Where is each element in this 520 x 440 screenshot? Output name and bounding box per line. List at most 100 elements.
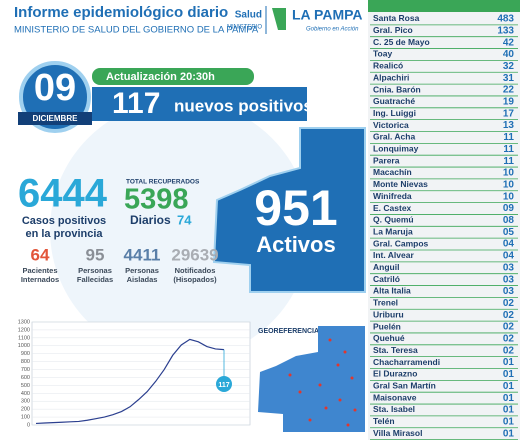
y-tick-label: 500 — [21, 383, 30, 389]
stat-label: Internados — [21, 275, 59, 284]
locality-name: Anguil — [373, 262, 399, 272]
total-number: 6444 — [18, 172, 108, 216]
date-month: DICIEMBRE — [33, 114, 79, 123]
active-number: 951 — [254, 180, 337, 236]
locality-cases: 08 — [503, 215, 515, 226]
stat-label: Notificados — [175, 266, 216, 275]
locality-name: Lonquimay — [373, 144, 419, 154]
georef-map — [258, 326, 365, 432]
locality-cases: 09 — [503, 203, 515, 214]
marker-label: 117 — [218, 382, 229, 389]
locality-cases: 03 — [503, 262, 515, 273]
recovered-title: TOTAL RECUPERADOS — [126, 179, 200, 186]
locality-cases: 11 — [503, 156, 514, 167]
locality-name: Gral. Acha — [373, 132, 415, 142]
locality-cases: 02 — [503, 322, 515, 333]
locality-name: Gral. Campos — [373, 238, 429, 248]
table-header-band — [368, 0, 520, 12]
stat-label: Personas — [125, 266, 159, 275]
locality-name: Q. Quemú — [373, 215, 414, 225]
locality-name: La Maruja — [373, 226, 413, 236]
locality-name: Uriburu — [373, 309, 404, 319]
y-tick-label: 0 — [27, 422, 30, 428]
y-tick-label: 900 — [21, 351, 30, 357]
stats: 64PacientesInternados95PersonasFallecida… — [21, 245, 219, 284]
chart-frame — [31, 321, 251, 426]
locality-cases: 01 — [503, 416, 515, 427]
locality-name: Gral San Martín — [373, 381, 436, 391]
locality-name: El Durazno — [373, 369, 417, 379]
table-background — [368, 0, 520, 440]
locality-cases: 19 — [503, 97, 515, 108]
locality-cases: 04 — [503, 251, 515, 262]
total-label: Casos positivos — [22, 215, 106, 227]
y-tick-label: 1100 — [18, 335, 30, 341]
locality-cases: 11 — [503, 132, 514, 143]
locality-cases: 05 — [503, 227, 515, 238]
locality-name: Telén — [373, 416, 395, 426]
locality-name: C. 25 de Mayo — [373, 37, 430, 47]
locality-cases: 02 — [503, 334, 515, 345]
stat-label: (Hisopados) — [173, 275, 217, 284]
locality-cases: 01 — [503, 393, 515, 404]
watermark — [50, 100, 310, 360]
y-tick-label: 1300 — [18, 319, 30, 325]
locality-name: Victorica — [373, 120, 409, 130]
date-day: 09 — [34, 67, 76, 109]
update-pill — [92, 68, 254, 85]
stat-number: 4411 — [124, 245, 161, 264]
localities-table: Santa Rosa 483 Gral. Pico 133 C. 25 de Mayo 4… — [370, 13, 518, 440]
locality-cases: 11 — [503, 144, 514, 155]
title: Informe epidemiológico diario — [14, 4, 228, 21]
update: Actualización 20:30h — [106, 71, 215, 83]
locality-cases: 133 — [497, 25, 514, 36]
logo-province: LA PAMPA — [292, 7, 363, 23]
trend-line — [35, 338, 225, 425]
stat-number: 64 — [31, 245, 50, 264]
date-ribbon — [18, 112, 92, 125]
locality-name: Gral. Pico — [373, 25, 413, 35]
logo-salud: Salud — [235, 10, 262, 21]
locality-cases: 22 — [503, 85, 515, 96]
y-tick-label: 100 — [21, 415, 30, 421]
y-tick-label: 700 — [21, 367, 30, 373]
locality-cases: 42 — [503, 37, 515, 48]
locality-name: Trenel — [373, 298, 398, 308]
locality-name: Quehué — [373, 333, 405, 343]
locality-name: Chacharramendi — [373, 357, 440, 367]
georef-title: GEOREFERENCIA — [258, 328, 319, 335]
locality-name: Villa Mirasol — [373, 428, 422, 438]
locality-cases: 01 — [503, 405, 515, 416]
locality-cases: 10 — [503, 168, 515, 179]
stat-label: Personas — [78, 266, 112, 275]
locality-cases: 10 — [503, 191, 515, 202]
locality-name: Santa Rosa — [373, 13, 420, 23]
locality-name: Winifreda — [373, 191, 412, 201]
georef-dots — [288, 338, 357, 427]
locality-cases: 03 — [503, 286, 515, 297]
locality-name: Macachín — [373, 167, 412, 177]
locality-cases: 01 — [503, 369, 515, 380]
y-tick-label: 200 — [21, 407, 30, 413]
locality-cases: 02 — [503, 345, 515, 356]
locality-cases: 483 — [497, 14, 514, 25]
logo-icon — [272, 8, 286, 30]
locality-name: Toay — [373, 49, 392, 59]
y-tick-label: 800 — [21, 359, 30, 365]
logo-tagline: Gobierno en Acción — [306, 27, 359, 33]
locality-name: Puelén — [373, 321, 401, 331]
locality-name: Realicó — [373, 61, 403, 71]
locality-name: Alpachiri — [373, 72, 409, 82]
recovered-number: 5398 — [124, 184, 189, 216]
locality-cases: 02 — [503, 310, 515, 321]
y-tick-label: 1000 — [18, 343, 30, 349]
stat-number: 95 — [86, 245, 105, 264]
y-tick-label: 1200 — [18, 327, 30, 333]
stat-number: 29639 — [171, 245, 218, 264]
stat-label: Aisladas — [127, 275, 158, 284]
total-label: en la provincia — [25, 228, 103, 240]
y-tick-label: 300 — [21, 399, 30, 405]
locality-name: Sta. Isabel — [373, 404, 415, 414]
